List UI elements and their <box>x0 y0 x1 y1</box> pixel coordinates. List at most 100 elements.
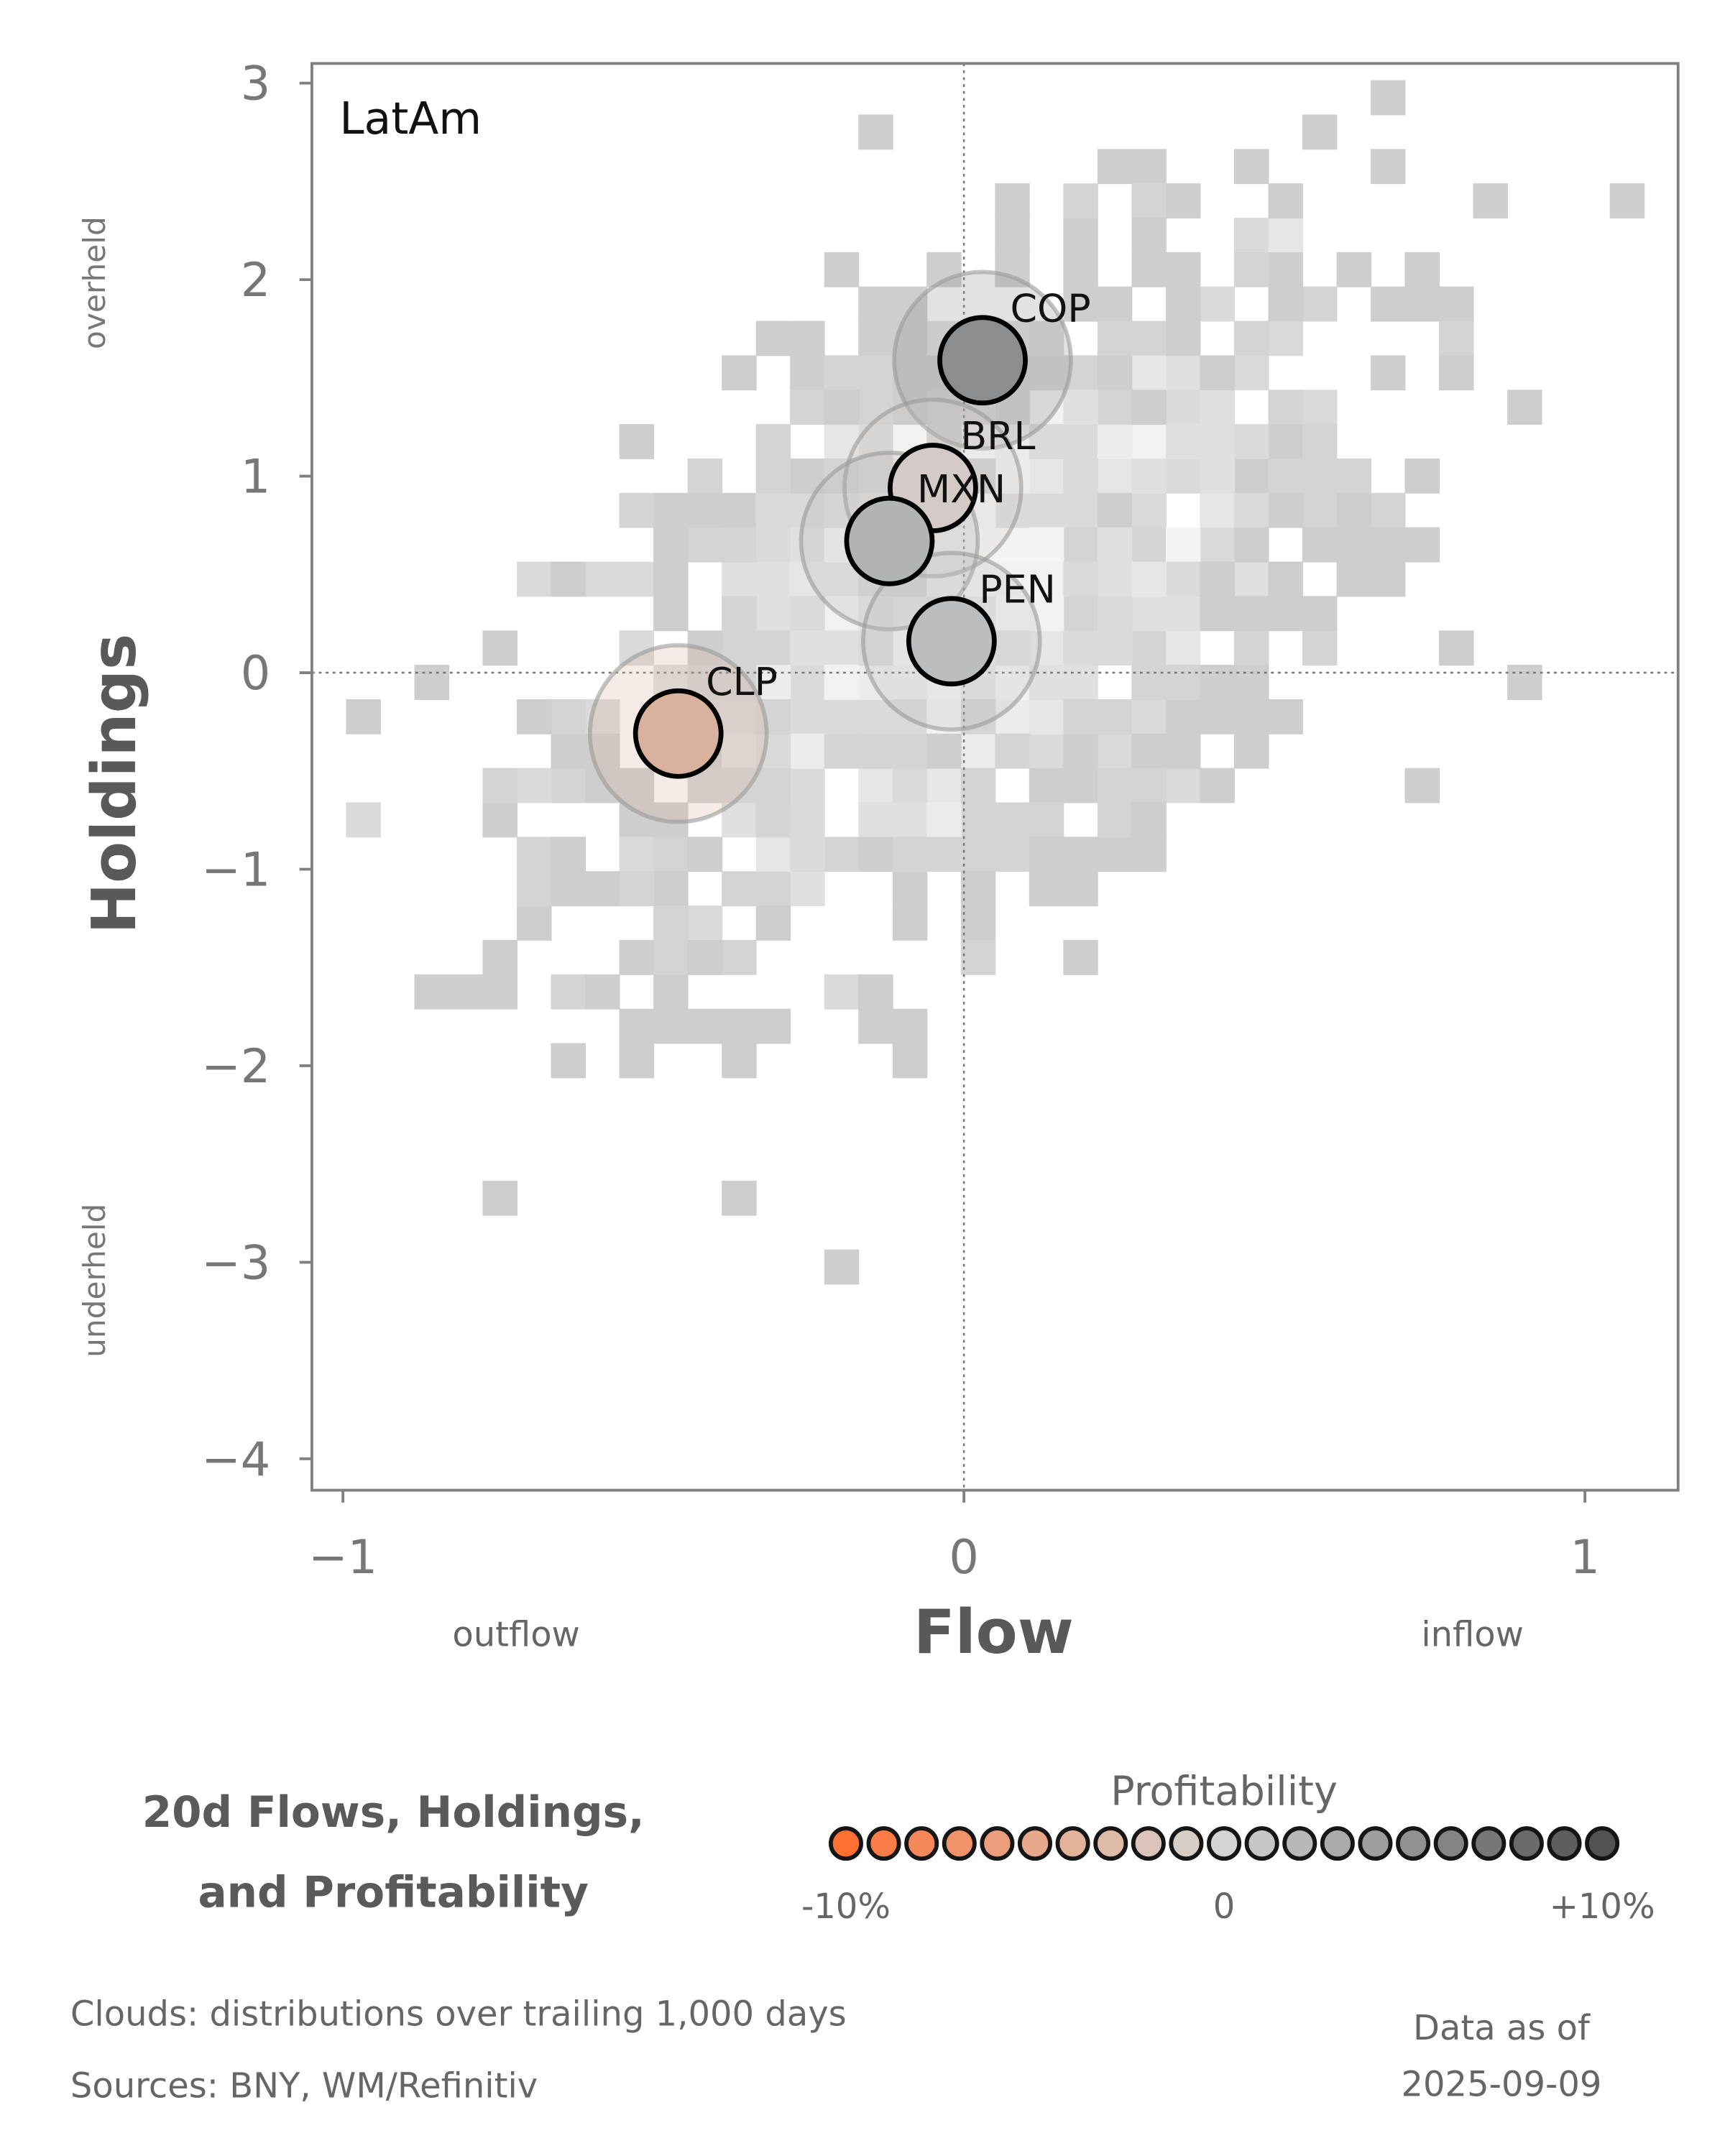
heatmap-cell <box>482 768 518 803</box>
heatmap-cell <box>1029 561 1064 597</box>
heatmap-cell <box>1063 390 1098 425</box>
heatmap-cell <box>1439 286 1474 322</box>
heatmap-cell <box>1131 390 1167 425</box>
legend-max-label: +10% <box>1550 1886 1655 1927</box>
heatmap-cell <box>755 424 791 459</box>
y-tick-label: 3 <box>241 57 271 111</box>
heatmap-cell <box>551 974 586 1010</box>
heatmap-cell <box>1233 665 1269 700</box>
footer-sources: Sources: BNY, WM/Refinitiv <box>70 2065 538 2106</box>
legend-dot <box>904 1826 939 1861</box>
point-label-clp: CLP <box>706 659 778 704</box>
heatmap-cell <box>824 974 860 1010</box>
heatmap-cell <box>892 837 928 872</box>
y-axis-label: Holdings <box>79 634 150 934</box>
heatmap-cell <box>960 802 996 838</box>
heatmap-cell <box>1131 596 1167 632</box>
heatmap-cell <box>551 561 586 597</box>
heatmap-cell <box>755 527 791 563</box>
legend-dot <box>1320 1826 1355 1861</box>
heatmap-cell <box>960 906 996 941</box>
heatmap-cell <box>687 492 723 528</box>
heatmap-cell <box>722 355 757 391</box>
x-right-note: inflow <box>1421 1615 1524 1655</box>
heatmap-cell <box>1063 492 1098 528</box>
heatmap-cell <box>1371 355 1406 391</box>
legend-dot <box>828 1826 863 1861</box>
heatmap-cell <box>1165 321 1201 356</box>
heatmap-cell <box>1131 699 1167 734</box>
heatmap-cell <box>653 837 689 872</box>
heatmap-cell <box>960 837 996 872</box>
x-tick-label: 0 <box>949 1530 979 1585</box>
heatmap-cell <box>1029 699 1064 734</box>
heatmap-cell <box>1029 321 1064 356</box>
heatmap-cell <box>1233 458 1269 494</box>
heatmap-cell <box>790 596 825 632</box>
heatmap-cell <box>1233 527 1269 563</box>
heatmap-cell <box>1268 458 1303 494</box>
heatmap-cell <box>551 871 586 907</box>
heatmap-cell <box>1268 596 1303 632</box>
heatmap-cell <box>653 906 689 941</box>
y-tick-label: −2 <box>201 1039 270 1094</box>
heatmap-cell <box>1268 183 1303 218</box>
heatmap-cell <box>1233 217 1269 253</box>
heatmap-cell <box>1165 286 1201 322</box>
heatmap-cell <box>1165 561 1201 597</box>
legend-dot <box>1433 1826 1468 1861</box>
heatmap-cell <box>1200 458 1235 494</box>
heatmap-cell <box>926 837 962 872</box>
heatmap-cell <box>1200 286 1235 322</box>
heatmap-cell <box>1336 252 1371 287</box>
heatmap-cell <box>892 733 928 769</box>
legend-dot <box>1055 1826 1090 1861</box>
heatmap-cell <box>1233 252 1269 287</box>
heatmap-cell <box>1233 699 1269 734</box>
legend-dot <box>1547 1826 1582 1861</box>
heatmap-cell <box>1336 561 1371 597</box>
legend-dot <box>980 1826 1015 1861</box>
heatmap-cell <box>1609 183 1645 218</box>
heatmap-cell <box>790 527 825 563</box>
heatmap-cell <box>1302 286 1338 322</box>
footer-asof-date: 2025-09-09 <box>1401 2064 1601 2104</box>
heatmap-cell <box>1131 424 1167 459</box>
heatmap-cell <box>1233 733 1269 769</box>
heatmap-cell <box>995 458 1030 494</box>
legend-dot <box>1207 1826 1242 1861</box>
heatmap-cell <box>448 974 484 1010</box>
heatmap-cell <box>960 871 996 907</box>
heatmap-cell <box>1131 561 1167 597</box>
x-axis-ticks: −1 0 1 <box>308 1490 1600 1585</box>
heatmap-cell <box>1439 630 1474 666</box>
heatmap-cell <box>1302 424 1338 459</box>
heatmap-cell <box>1268 699 1303 734</box>
heatmap-cell <box>892 699 928 734</box>
point-mxn <box>844 495 935 586</box>
heatmap-cell <box>1097 733 1133 769</box>
heatmap-cell <box>926 802 962 838</box>
point-pen <box>906 596 997 687</box>
heatmap-cell <box>824 665 860 700</box>
point-label-cop: COP <box>1010 285 1090 331</box>
heatmap-cell <box>1200 527 1235 563</box>
heatmap-cell <box>858 768 893 803</box>
heatmap-cell <box>755 596 791 632</box>
heatmap-cell <box>858 837 893 872</box>
heatmap-cell <box>1165 630 1201 666</box>
y-bottom-note: underheld <box>77 1204 112 1358</box>
heatmap-cell <box>1165 390 1201 425</box>
heatmap-cell <box>1165 665 1201 700</box>
legend-title: Profitability <box>1110 1768 1338 1815</box>
heatmap-cell <box>1165 596 1201 632</box>
heatmap-cell <box>619 424 655 459</box>
heatmap-cell <box>482 802 518 838</box>
heatmap-cell <box>687 1008 723 1044</box>
heatmap-cell <box>926 733 962 769</box>
heatmap-cell <box>1233 492 1269 528</box>
heatmap-cell <box>960 939 996 975</box>
heatmap-cell <box>1233 355 1269 391</box>
heatmap-cell <box>1233 321 1269 356</box>
heatmap-cell <box>1029 733 1064 769</box>
